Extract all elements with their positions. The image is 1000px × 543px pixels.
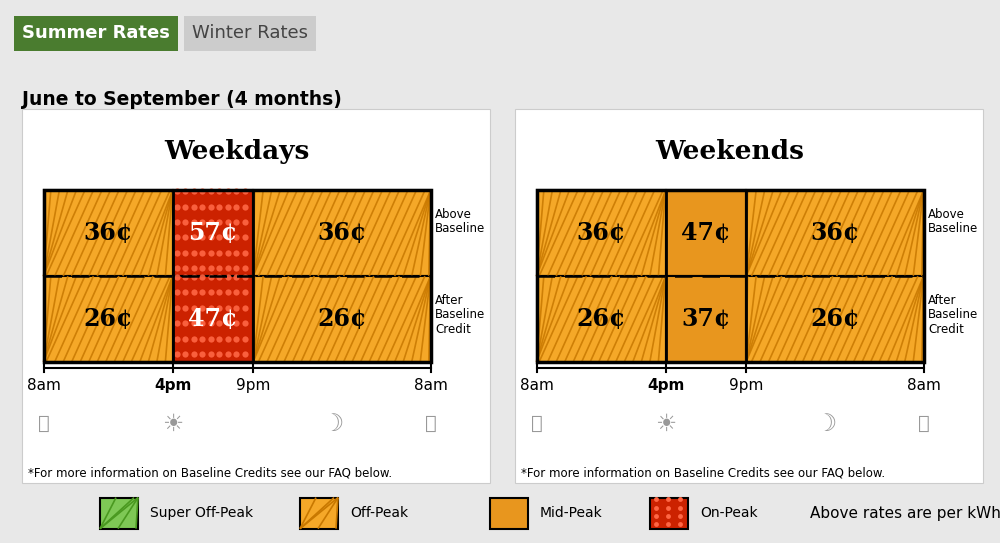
Text: 4pm: 4pm: [154, 378, 191, 393]
Bar: [746, 191, 924, 276]
Bar: [173, 191, 253, 276]
Text: ☽: ☽: [322, 412, 344, 435]
Text: After: After: [928, 294, 957, 307]
Text: 🌅: 🌅: [918, 414, 929, 433]
Text: Winter Rates: Winter Rates: [192, 24, 308, 42]
Bar: [44, 276, 173, 362]
Bar: [746, 276, 924, 362]
Text: Above: Above: [928, 208, 965, 221]
Bar: [100, 497, 138, 529]
Text: Baseline: Baseline: [928, 308, 978, 321]
Text: Weekdays: Weekdays: [164, 139, 310, 164]
Text: Super Off-Peak: Super Off-Peak: [150, 506, 253, 520]
Bar: [253, 191, 431, 276]
Bar: [490, 497, 528, 529]
Text: ☽: ☽: [815, 412, 837, 435]
Bar: [537, 191, 924, 362]
Text: 8am: 8am: [414, 378, 448, 393]
Text: 26¢: 26¢: [810, 307, 860, 331]
Text: ☀: ☀: [655, 412, 676, 435]
Text: Baseline: Baseline: [435, 308, 485, 321]
Text: Weekends: Weekends: [656, 139, 805, 164]
Bar: [537, 191, 666, 276]
Bar: [44, 191, 431, 362]
Text: 8am: 8am: [27, 378, 61, 393]
Text: Above rates are per kWh.: Above rates are per kWh.: [810, 506, 1000, 521]
Text: 37¢: 37¢: [681, 307, 731, 331]
Text: 🌅: 🌅: [38, 414, 49, 433]
Text: 26¢: 26¢: [317, 307, 367, 331]
Bar: [300, 497, 338, 529]
Text: Baseline: Baseline: [435, 223, 485, 236]
Text: *For more information on Baseline Credits see our FAQ below.: *For more information on Baseline Credit…: [521, 467, 885, 480]
Bar: [44, 191, 173, 276]
Text: 26¢: 26¢: [83, 307, 133, 331]
Text: ☀: ☀: [162, 412, 183, 435]
Text: Above: Above: [435, 208, 472, 221]
Text: 8am: 8am: [520, 378, 554, 393]
Text: Mid-Peak: Mid-Peak: [540, 506, 603, 520]
Text: 36¢: 36¢: [83, 221, 133, 245]
Text: 9pm: 9pm: [729, 378, 763, 393]
Text: Off-Peak: Off-Peak: [350, 506, 408, 520]
Text: 47¢: 47¢: [681, 221, 731, 245]
Text: Credit: Credit: [928, 323, 964, 336]
Text: 36¢: 36¢: [810, 221, 860, 245]
Bar: [666, 276, 746, 362]
Text: 26¢: 26¢: [576, 307, 626, 331]
Text: Summer Rates: Summer Rates: [22, 24, 170, 42]
Text: 🌅: 🌅: [531, 414, 542, 433]
Bar: [666, 191, 746, 276]
Text: June to September (4 months): June to September (4 months): [22, 90, 342, 109]
Text: Credit: Credit: [435, 323, 471, 336]
Text: 57¢: 57¢: [188, 221, 238, 245]
Text: 36¢: 36¢: [576, 221, 626, 245]
Text: After: After: [435, 294, 464, 307]
Text: 9pm: 9pm: [236, 378, 270, 393]
Text: 47¢: 47¢: [188, 307, 238, 331]
Text: 8am: 8am: [907, 378, 941, 393]
Bar: [537, 276, 666, 362]
Bar: [650, 497, 688, 529]
Text: 4pm: 4pm: [647, 378, 684, 393]
Bar: [253, 276, 431, 362]
Text: Baseline: Baseline: [928, 223, 978, 236]
Text: 🌅: 🌅: [425, 414, 436, 433]
Bar: [173, 276, 253, 362]
Text: 36¢: 36¢: [317, 221, 367, 245]
Text: On-Peak: On-Peak: [700, 506, 758, 520]
Text: *For more information on Baseline Credits see our FAQ below.: *For more information on Baseline Credit…: [28, 467, 392, 480]
